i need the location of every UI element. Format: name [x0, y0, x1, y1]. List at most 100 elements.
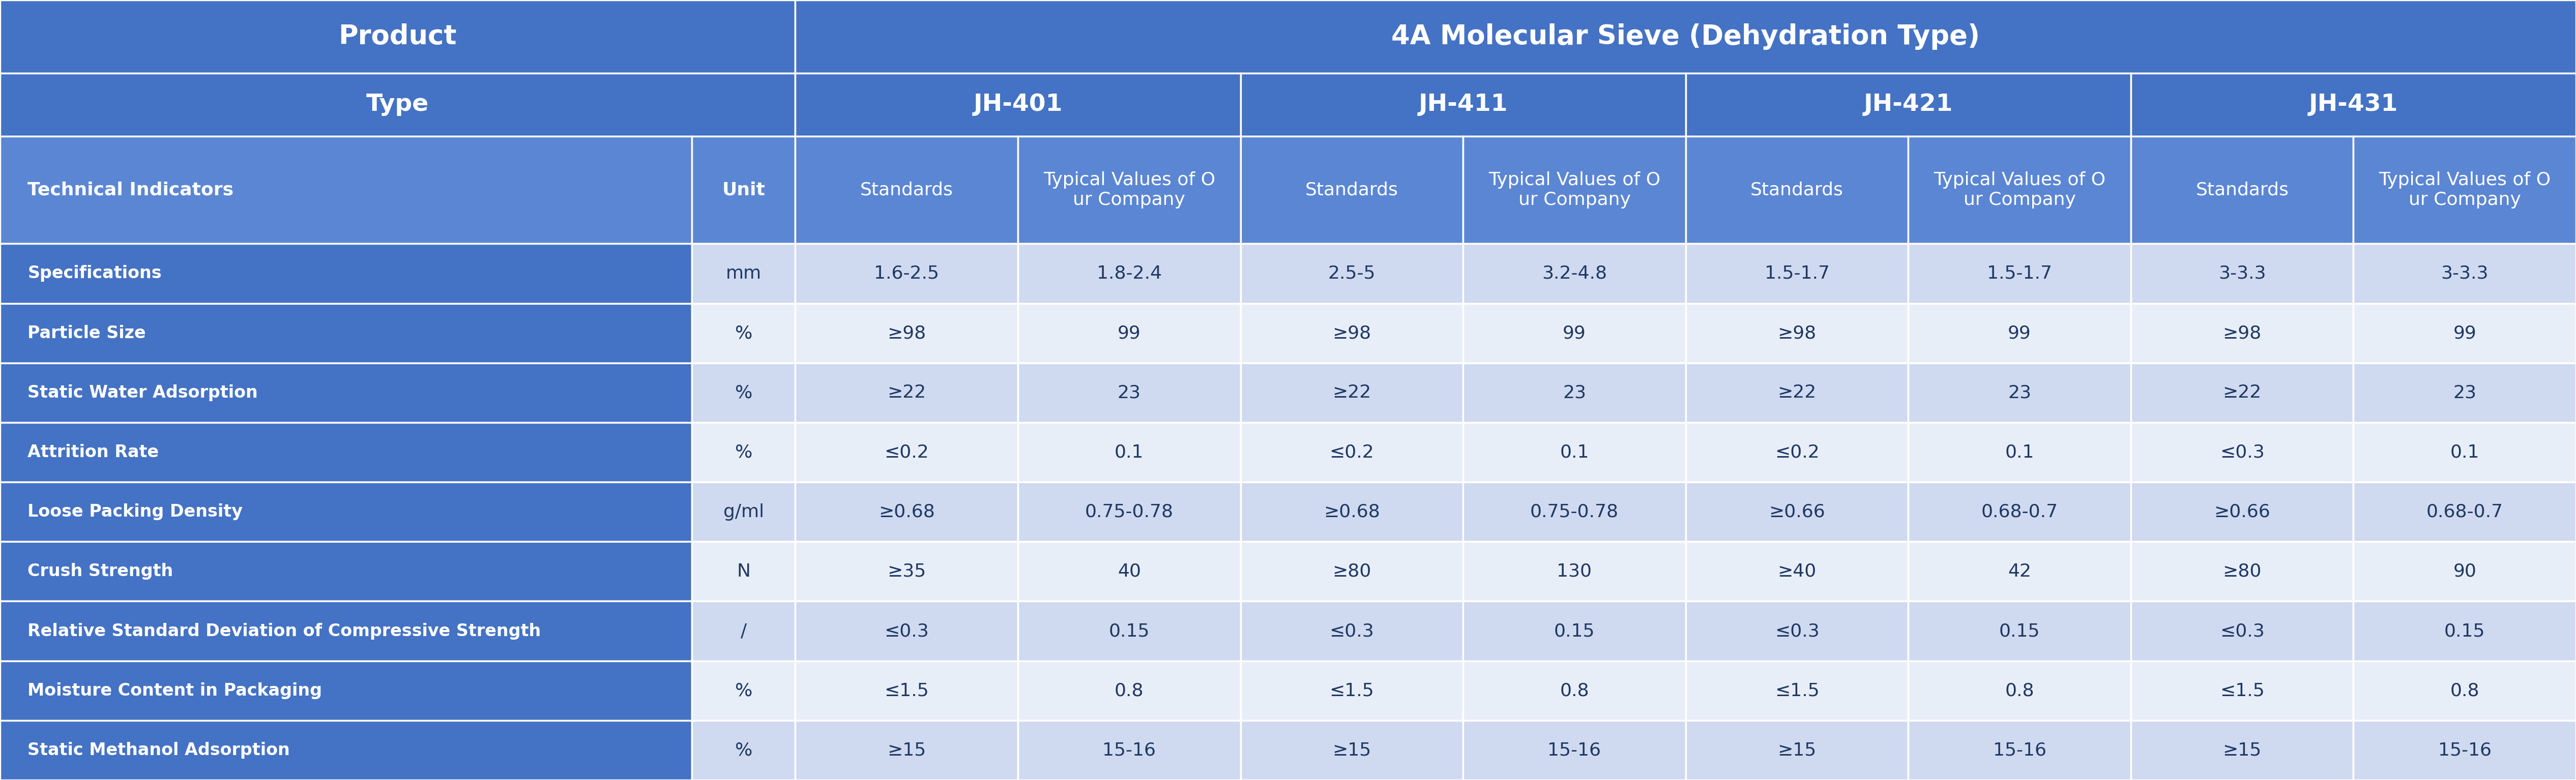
Bar	[0, 601, 693, 661]
Text: Static Water Adsorption: Static Water Adsorption	[28, 385, 258, 401]
Bar	[2130, 482, 2354, 541]
Text: Typical Values of O
ur Company: Typical Values of O ur Company	[1935, 172, 2105, 208]
Bar	[2130, 73, 2576, 136]
Bar	[1463, 136, 1685, 243]
Text: 0.1: 0.1	[1558, 444, 1589, 461]
Text: Moisture Content in Packaging: Moisture Content in Packaging	[28, 682, 322, 699]
Text: Standards: Standards	[860, 181, 953, 199]
Text: ≥15: ≥15	[1777, 742, 1816, 759]
Text: ≥98: ≥98	[1777, 324, 1816, 342]
Text: 23: 23	[2007, 384, 2032, 402]
Text: 1.5-1.7: 1.5-1.7	[1986, 265, 2053, 282]
Bar	[1685, 363, 1909, 423]
Text: 0.1: 0.1	[2450, 444, 2478, 461]
Bar	[1685, 423, 1909, 482]
Bar	[1018, 601, 1242, 661]
Bar	[2354, 541, 2576, 601]
Text: 0.8: 0.8	[2004, 682, 2035, 699]
Bar	[0, 136, 693, 243]
Text: Typical Values of O
ur Company: Typical Values of O ur Company	[2378, 172, 2550, 208]
Text: ≤0.3: ≤0.3	[884, 622, 930, 640]
Bar	[1018, 303, 1242, 363]
Bar	[1685, 303, 1909, 363]
Bar	[0, 721, 693, 780]
Bar	[796, 423, 1018, 482]
Bar	[1685, 541, 1909, 601]
Text: ≥15: ≥15	[2223, 742, 2262, 759]
Bar	[796, 363, 1018, 423]
Bar	[796, 661, 1018, 721]
Bar	[796, 0, 2576, 73]
Text: Particle Size: Particle Size	[28, 324, 147, 342]
Text: ≥15: ≥15	[886, 742, 925, 759]
Text: 3.2-4.8: 3.2-4.8	[1543, 265, 1607, 282]
Bar	[1242, 73, 1685, 136]
Bar	[2354, 303, 2576, 363]
Bar	[1909, 661, 2130, 721]
Text: 0.75-0.78: 0.75-0.78	[1084, 503, 1175, 520]
Bar	[1463, 541, 1685, 601]
Bar	[1463, 423, 1685, 482]
Text: 99: 99	[1118, 324, 1141, 342]
Text: ≥22: ≥22	[1777, 384, 1816, 402]
Text: 23: 23	[2452, 384, 2476, 402]
Bar	[693, 136, 796, 243]
Bar	[1909, 423, 2130, 482]
Text: Standards: Standards	[1752, 181, 1844, 199]
Text: %: %	[734, 682, 752, 699]
Text: 42: 42	[2007, 563, 2032, 580]
Bar	[2354, 661, 2576, 721]
Bar	[2354, 136, 2576, 243]
Bar	[693, 243, 796, 303]
Text: 99: 99	[1564, 324, 1587, 342]
Bar	[796, 136, 1018, 243]
Bar	[2130, 721, 2354, 780]
Text: ≤0.3: ≤0.3	[2221, 622, 2264, 640]
Text: ≥22: ≥22	[1332, 384, 1370, 402]
Text: ≥98: ≥98	[2223, 324, 2262, 342]
Bar	[796, 721, 1018, 780]
Bar	[1242, 363, 1463, 423]
Bar	[2130, 541, 2354, 601]
Bar	[1685, 243, 1909, 303]
Text: 0.8: 0.8	[1115, 682, 1144, 699]
Bar	[1242, 721, 1463, 780]
Text: ≤0.2: ≤0.2	[884, 444, 930, 461]
Text: ≥15: ≥15	[1332, 742, 1370, 759]
Bar	[693, 363, 796, 423]
Text: mm: mm	[726, 265, 762, 282]
Text: Product: Product	[337, 23, 456, 50]
Text: Typical Values of O
ur Company: Typical Values of O ur Company	[1489, 172, 1662, 208]
Bar	[693, 303, 796, 363]
Text: ≥98: ≥98	[1332, 324, 1370, 342]
Bar	[2130, 363, 2354, 423]
Text: 0.15: 0.15	[1553, 622, 1595, 640]
Text: N: N	[737, 563, 750, 580]
Bar	[1463, 303, 1685, 363]
Text: ≤0.3: ≤0.3	[2221, 444, 2264, 461]
Bar	[2130, 423, 2354, 482]
Bar	[2130, 303, 2354, 363]
Text: Standards: Standards	[1306, 181, 1399, 199]
Bar	[2130, 661, 2354, 721]
Text: ≥0.66: ≥0.66	[2213, 503, 2269, 520]
Bar	[2354, 423, 2576, 482]
Bar	[0, 363, 693, 423]
Bar	[0, 482, 693, 541]
Bar	[1018, 721, 1242, 780]
Bar	[1242, 243, 1463, 303]
Bar	[1018, 661, 1242, 721]
Bar	[2130, 243, 2354, 303]
Bar	[796, 601, 1018, 661]
Text: 23: 23	[1564, 384, 1587, 402]
Bar	[0, 423, 693, 482]
Bar	[796, 482, 1018, 541]
Bar	[1685, 482, 1909, 541]
Bar	[1242, 423, 1463, 482]
Text: 0.75-0.78: 0.75-0.78	[1530, 503, 1618, 520]
Text: Static Methanol Adsorption: Static Methanol Adsorption	[28, 742, 291, 759]
Text: ≥80: ≥80	[2223, 563, 2262, 580]
Text: ≤0.3: ≤0.3	[1775, 622, 1819, 640]
Text: ≥80: ≥80	[1332, 563, 1370, 580]
Text: %: %	[734, 324, 752, 342]
